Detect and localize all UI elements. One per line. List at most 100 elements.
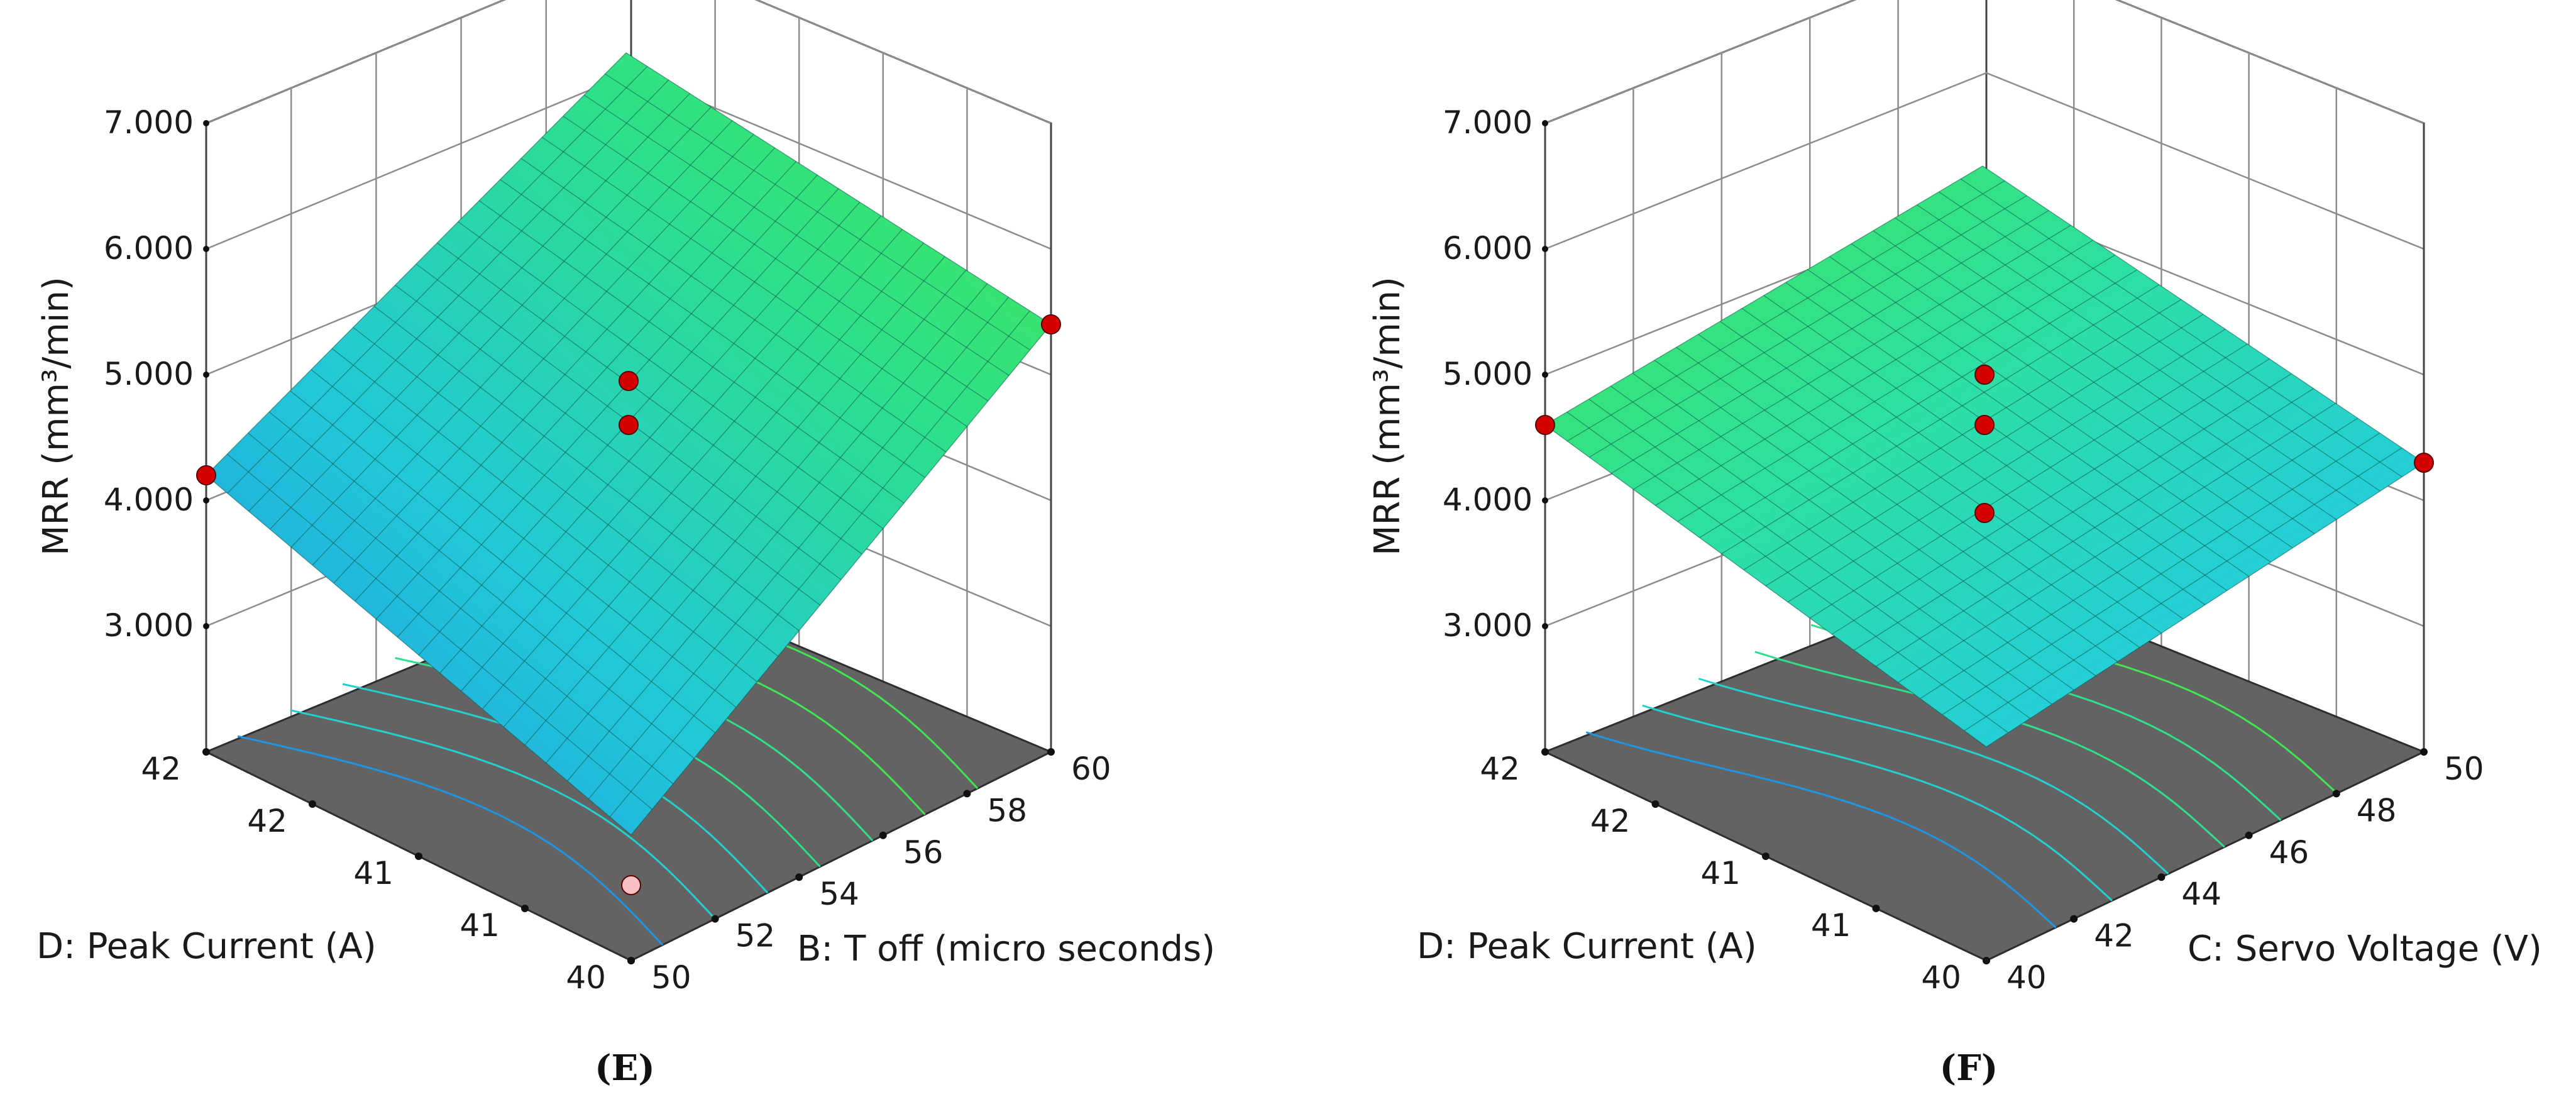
chart-panel-e: MRR (mm³/min) D: Peak Current (A) B: T o…: [36, 0, 1215, 1089]
surface-mesh-line: [478, 200, 905, 504]
x-tick-label: 60: [1071, 751, 1111, 787]
surface-mesh-line: [1699, 269, 2138, 538]
y-tick-label: 42: [1590, 803, 1631, 839]
surface-mesh-line: [1785, 282, 2228, 591]
surface-mesh-line: [1873, 230, 2315, 534]
y-tick-mark: [521, 905, 529, 912]
y-tick-mark: [202, 748, 210, 756]
surface-mesh-line: [500, 179, 926, 478]
surface-mesh-line: [1633, 224, 2071, 490]
surface-mesh-line: [436, 242, 862, 554]
surface-mesh-line: [1721, 284, 2160, 554]
surface-mesh-line: [1829, 256, 2271, 563]
z-tick-mark: [203, 246, 209, 252]
y-tick-mark: [309, 800, 316, 808]
z-tick-mark: [1542, 120, 1548, 126]
chart-panel-f: MRR (mm³/min) D: Peak Current (A) C: Ser…: [1367, 0, 2542, 1089]
surface-mesh-line: [1917, 204, 2359, 506]
surface-mesh-line: [458, 221, 884, 529]
surface-mesh-line: [542, 136, 967, 427]
design-points: [1535, 365, 2434, 523]
x-tick-label: 50: [651, 959, 691, 996]
design-point: [1974, 503, 1995, 523]
y-tick-label: 42: [1480, 751, 1520, 787]
y-tick-mark: [1872, 905, 1880, 912]
x-tick-label: 54: [819, 876, 859, 912]
x-axis-title: B: T off (micro seconds): [797, 929, 1215, 969]
z-tick-mark: [1542, 497, 1548, 504]
surface-mesh-line: [1851, 243, 2293, 549]
surface-mesh-line: [1982, 165, 2425, 463]
design-point: [619, 371, 639, 391]
z-axis-title: MRR (mm³/min): [36, 277, 77, 556]
surface-mesh-line: [397, 174, 818, 637]
y-tick-mark: [1651, 800, 1660, 808]
design-point: [2414, 453, 2434, 473]
surface-mesh-line: [1588, 195, 2027, 458]
surface-mesh-line: [1544, 165, 1983, 426]
response-surface: [1544, 165, 2425, 747]
z-tick-mark: [203, 497, 209, 504]
surface-mesh-line: [227, 66, 648, 494]
surface-mesh-line: [1807, 269, 2249, 577]
y-tick-label: 41: [1700, 855, 1741, 891]
y-tick-label: 41: [1811, 907, 1851, 944]
x-tick-label: 50: [2444, 751, 2484, 787]
panel-label: (E): [595, 1047, 655, 1089]
surface-mesh-line: [1895, 217, 2337, 520]
contour-line: [1585, 731, 2057, 929]
surface-mesh-line: [1765, 314, 2204, 587]
surface-mesh-line: [1677, 255, 2115, 522]
x-tick-mark: [963, 790, 971, 798]
x-tick-label: 48: [2357, 792, 2397, 829]
y-tick-label: 42: [247, 803, 287, 839]
x-tick-label: 56: [903, 834, 944, 871]
z-tick-label: 6.000: [104, 230, 194, 267]
surface-mesh-line: [1939, 191, 2381, 492]
x-tick-mark: [627, 957, 635, 964]
x-tick-mark: [795, 873, 803, 881]
z-tick-label: 7.000: [1443, 104, 1533, 141]
design-point: [1041, 314, 1061, 334]
surface-mesh-line: [248, 79, 669, 512]
surface-mesh-line: [625, 52, 1052, 325]
z-tick-mark: [1542, 372, 1548, 378]
surface-mesh-line: [290, 106, 712, 548]
contour-line: [290, 709, 716, 920]
design-point: [196, 465, 216, 485]
z-tick-label: 4.000: [1443, 482, 1533, 518]
surface-mesh-line: [1960, 179, 2403, 478]
design-point: [1535, 415, 1555, 435]
surface-fill: [206, 53, 1051, 835]
surface-mesh-line: [605, 74, 1030, 351]
x-tick-mark: [711, 915, 719, 923]
x-tick-mark: [879, 831, 887, 839]
design-point: [1974, 415, 1995, 435]
surface-mesh-line: [206, 52, 627, 476]
x-tick-mark: [1983, 957, 1990, 964]
z-tick-mark: [1542, 623, 1548, 629]
surface-mesh-line: [1566, 180, 2005, 442]
x-tick-label: 42: [2094, 918, 2134, 954]
y-tick-label: 40: [1921, 959, 1961, 996]
x-tick-mark: [2070, 915, 2078, 923]
x-tick-mark: [2332, 790, 2340, 798]
y-tick-mark: [415, 852, 422, 860]
x-tick-mark: [2420, 748, 2428, 756]
z-tick-mark: [203, 120, 209, 126]
design-points: [196, 314, 1061, 895]
x-tick-label: 46: [2269, 834, 2309, 871]
surface-mesh-line: [333, 134, 754, 584]
x-tick-label: 40: [2006, 959, 2047, 996]
contour-line: [1642, 704, 2113, 902]
x-tick-mark: [2245, 831, 2253, 839]
y-tick-label: 42: [141, 751, 181, 787]
contour-line: [1754, 651, 2225, 848]
z-tick-label: 7.000: [104, 104, 194, 141]
wall-gridline: [1544, 0, 2425, 124]
tick-labels: 3.000 4.000 5.000 6.000 7.000 40 41 41 42 42 50 52 5…: [104, 104, 1111, 996]
surface-mesh-line: [1610, 210, 2049, 474]
surface-mesh-line: [1655, 240, 2093, 506]
y-axis-title: D: Peak Current (A): [36, 926, 377, 967]
x-tick-mark: [2157, 873, 2166, 881]
